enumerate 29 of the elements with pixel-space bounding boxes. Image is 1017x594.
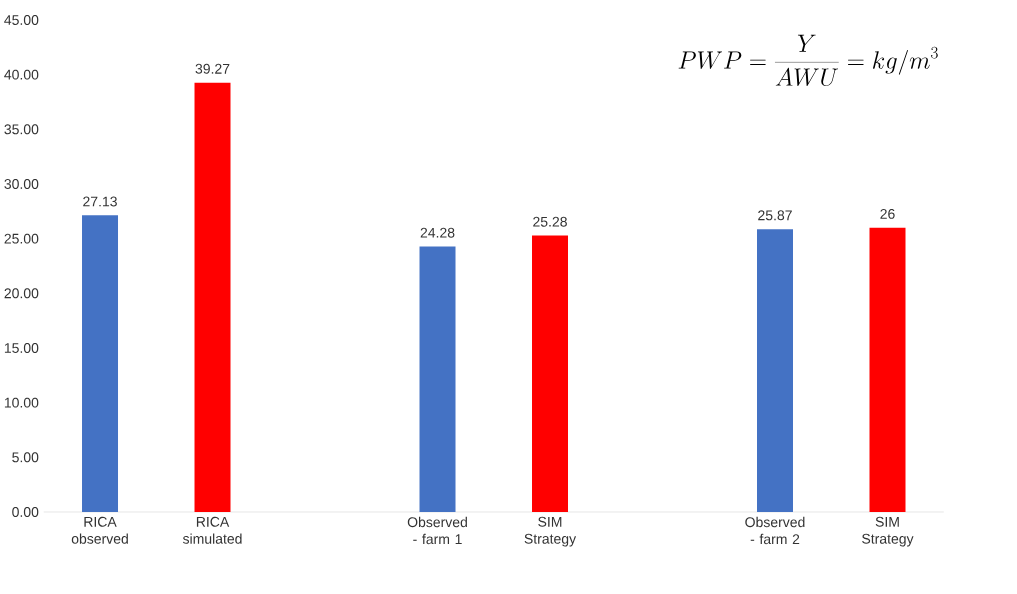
y-tick-label: 5.00 — [12, 452, 39, 463]
x-tick-label: SIM Strategy — [862, 516, 914, 547]
bar — [757, 229, 793, 512]
y-tick-label: 20.00 — [4, 288, 39, 299]
bar — [869, 227, 906, 512]
bar — [82, 215, 119, 512]
data-label: 27.13 — [83, 196, 117, 207]
y-tick-label: 40.00 — [4, 69, 39, 80]
y-tick-label: 10.00 — [4, 397, 39, 408]
y-tick-label: 30.00 — [4, 179, 39, 189]
data-label: 25.87 — [758, 210, 792, 221]
y-tick-label: 15.00 — [4, 343, 39, 353]
data-label: 26 — [880, 208, 895, 219]
x-tick-label: SIM Strategy — [524, 516, 577, 547]
x-tick-label: RICA simulated — [182, 516, 242, 544]
annotation: $PWP=\frac{Y}{AWU}=kg/m^3$ — [678, 34, 938, 87]
y-tick-label: 45.00 — [4, 15, 39, 25]
bar — [194, 82, 231, 512]
bar — [419, 246, 456, 512]
bar — [532, 235, 569, 512]
data-label: 24.28 — [420, 227, 455, 238]
y-tick-label: 25.00 — [4, 233, 39, 244]
data-label: 25.28 — [533, 216, 567, 227]
x-tick-label: RICA observed — [71, 516, 128, 544]
x-tick-label: Observed - farm 2 — [745, 516, 805, 545]
y-tick-label: 0.00 — [12, 507, 39, 517]
data-label: 39.27 — [195, 63, 230, 74]
x-tick-label: Observed - farm 1 — [407, 516, 467, 545]
y-tick-label: 35.00 — [4, 124, 39, 135]
